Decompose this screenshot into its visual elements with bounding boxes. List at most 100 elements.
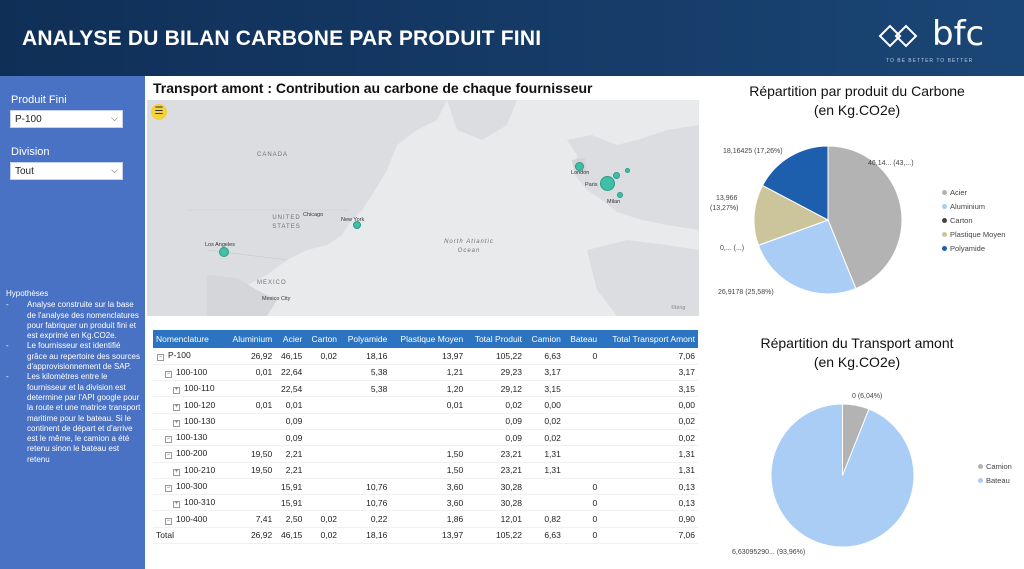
collapse-icon[interactable]: − — [165, 517, 172, 525]
supplier-bubble[interactable] — [613, 172, 620, 179]
legend-item[interactable]: Acier — [942, 186, 1005, 200]
column-header[interactable]: Nomenclature — [153, 330, 225, 348]
pie2-label-camion: 0 (6,04%) — [852, 393, 883, 400]
table-cell — [305, 364, 341, 382]
pie1-legend: Acier Aluminium Carton Plastique Moyen Polya… — [942, 186, 1005, 256]
collapse-icon[interactable]: − — [165, 485, 172, 493]
expand-icon[interactable]: + — [173, 419, 180, 427]
table-cell: 1,50 — [390, 445, 467, 463]
expand-icon[interactable]: + — [173, 403, 180, 411]
carbon-pie-chart[interactable] — [753, 145, 903, 295]
legend-swatch — [942, 232, 947, 237]
column-header[interactable]: Camion — [524, 330, 564, 348]
supplier-bubble[interactable] — [219, 247, 229, 257]
collapse-icon[interactable]: − — [165, 370, 172, 378]
table-cell: 0,13 — [600, 494, 698, 512]
supplier-bubble[interactable] — [575, 162, 584, 171]
column-header[interactable]: Total Transport Amont — [600, 330, 698, 348]
supplier-map[interactable]: CANADA UNITED STATES MEXICO North Atlant… — [147, 100, 699, 316]
table-total-row[interactable]: Total 26,92 46,15 0,02 18,16 13,97 105,22 6,63 0… — [153, 526, 698, 545]
legend-label: Aluminium — [950, 202, 986, 211]
table-row[interactable]: −100-130 0,09 0,09 0,02 0,02 — [153, 429, 698, 447]
supplier-bubble[interactable] — [600, 176, 615, 191]
row-label: Total — [153, 526, 225, 545]
supplier-bubble[interactable] — [353, 221, 361, 229]
column-header[interactable]: Total Produit — [466, 330, 525, 348]
column-header[interactable]: Carton — [305, 330, 341, 348]
pie-slice-polyamide[interactable] — [761, 145, 829, 221]
division-select[interactable]: Tout ⌵ — [10, 162, 123, 180]
map-menu-icon[interactable]: ☰ — [151, 104, 167, 120]
pie1-label-aluminium: 26,9178 (25,58%) — [718, 289, 774, 296]
pie2-label-bateau: 6,63095290... (93,96%) — [732, 549, 806, 556]
table-cell: 19,50 — [224, 462, 276, 479]
table-cell — [224, 429, 276, 447]
column-header[interactable]: Bateau — [563, 330, 601, 348]
table-cell: 105,22 — [466, 348, 525, 365]
row-label: +100-120 — [153, 396, 225, 414]
table-row[interactable]: −100-200 19,50 2,21 1,50 23,21 1,31 1,31 — [153, 445, 698, 463]
table-cell: 0,02 — [305, 348, 341, 365]
table-row[interactable]: −100-300 15,91 10,76 3,60 30,28 0 0,13 — [153, 478, 698, 496]
supplier-bubble[interactable] — [617, 192, 623, 198]
table-row[interactable]: −100-100 0,01 22,64 5,38 1,21 29,23 3,17 3,17 — [153, 364, 698, 382]
legend-label: Carton — [950, 216, 973, 225]
expand-icon[interactable]: + — [173, 501, 180, 509]
legend-item[interactable]: Aluminium — [942, 200, 1005, 214]
column-header[interactable]: Acier — [275, 330, 306, 348]
table-cell: 19,50 — [224, 445, 276, 463]
table-cell: 0,09 — [466, 429, 525, 447]
map-city-label: Milan — [607, 199, 621, 205]
collapse-icon[interactable]: − — [165, 452, 172, 460]
row-label: −100-100 — [153, 364, 225, 382]
table-row[interactable]: −100-400 7,41 2,50 0,02 0,22 1,86 12,01 0,82 0 0,… — [153, 510, 698, 528]
table-cell: 29,12 — [466, 380, 525, 398]
pie-slice-bateau[interactable] — [770, 403, 915, 548]
legend-item[interactable]: Carton — [942, 214, 1005, 228]
row-name: 100-210 — [184, 464, 216, 475]
row-label: −100-400 — [153, 510, 225, 528]
pie-slice-plastique-moyen[interactable] — [753, 184, 830, 246]
legend-swatch — [942, 190, 947, 195]
legend-item[interactable]: Bateau — [978, 474, 1012, 488]
produit-fini-select[interactable]: P-100 ⌵ — [10, 110, 123, 128]
hypotheses-block: Hypothèses - Analyse construite sur la ba… — [6, 289, 141, 465]
table-row[interactable]: +100-310 15,91 10,76 3,60 30,28 0 0,13 — [153, 494, 698, 512]
map-city-label: London — [571, 170, 590, 176]
table-cell: 0 — [563, 526, 601, 545]
table-cell: 0,90 — [600, 510, 698, 528]
row-name: Total — [156, 530, 174, 541]
table-cell: 10,76 — [340, 478, 391, 496]
column-header[interactable]: Plastique Moyen — [390, 330, 467, 348]
supplier-bubble[interactable] — [625, 168, 630, 173]
table-cell: 3,60 — [390, 494, 467, 512]
expand-icon[interactable]: + — [173, 468, 180, 476]
table-cell — [305, 462, 341, 479]
legend-item[interactable]: Camion — [978, 460, 1012, 474]
table-cell: 15,91 — [275, 494, 306, 512]
transport-pie-chart[interactable] — [770, 403, 915, 548]
table-cell: 29,23 — [466, 364, 525, 382]
pie-slice-aluminium[interactable] — [757, 219, 857, 295]
legend-item[interactable]: Plastique Moyen — [942, 228, 1005, 242]
collapse-icon[interactable]: − — [165, 436, 172, 444]
table-row[interactable]: +100-130 0,09 0,09 0,02 0,02 — [153, 413, 698, 430]
table-cell: 1,21 — [390, 364, 467, 382]
column-header[interactable]: Aluminium — [224, 330, 276, 348]
table-row[interactable]: +100-110 22,54 5,38 1,20 29,12 3,15 3,15 — [153, 380, 698, 398]
expand-icon[interactable]: + — [173, 387, 180, 395]
legend-item[interactable]: Polyamide — [942, 242, 1005, 256]
table-cell: 0,02 — [466, 396, 525, 414]
table-cell — [390, 413, 467, 430]
pie-slice-acier[interactable] — [827, 145, 903, 290]
column-header[interactable]: Polyamide — [340, 330, 391, 348]
table-row[interactable]: +100-120 0,01 0,01 0,01 0,02 0,00 0,00 — [153, 396, 698, 414]
table-cell: 0 — [563, 348, 601, 365]
table-row[interactable]: − P-100 26,92 46,15 0,02 18,16 13,97 105,22 6,63… — [153, 348, 698, 365]
collapse-icon[interactable]: − — [157, 354, 164, 362]
pie2-title: Répartition du Transport amont (en Kg.CO… — [760, 335, 954, 370]
table-cell: 7,41 — [224, 510, 276, 528]
table-cell: 0 — [563, 510, 601, 528]
pie1-label-carton: 0,... (...) — [720, 245, 745, 252]
table-row[interactable]: +100-210 19,50 2,21 1,50 23,21 1,31 1,31 — [153, 462, 698, 479]
